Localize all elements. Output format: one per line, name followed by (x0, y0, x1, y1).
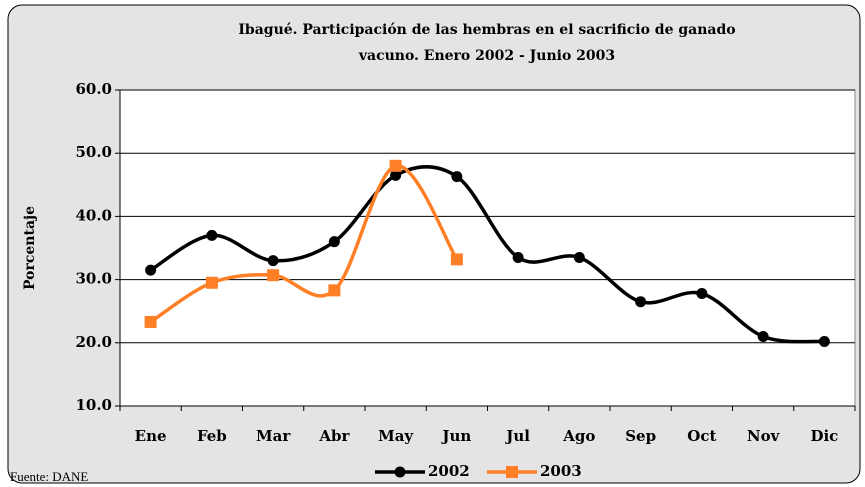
chart-title: Ibagué. Participación de las hembras en … (238, 22, 735, 38)
y-tick-label: 30.0 (75, 270, 112, 288)
x-tick-label: Ene (135, 427, 167, 445)
legend-marker (394, 466, 406, 478)
x-tick-label: Ago (562, 427, 595, 445)
y-tick-label: 60.0 (75, 80, 112, 98)
x-tick-label: Nov (747, 427, 781, 445)
y-tick-label: 50.0 (75, 143, 112, 161)
data-point (389, 159, 402, 172)
data-point (635, 296, 647, 308)
chart-title: vacuno. Enero 2002 - Junio 2003 (358, 48, 615, 64)
data-point (390, 169, 402, 181)
legend-label: 2003 (540, 462, 582, 480)
x-tick-label: Mar (256, 427, 291, 445)
legend-label: 2002 (428, 462, 470, 480)
data-point (757, 330, 769, 342)
y-tick-label: 20.0 (75, 333, 112, 351)
data-point (573, 251, 585, 263)
data-point (205, 276, 218, 289)
plot-area (119, 89, 856, 407)
y-tick-label: 10.0 (75, 396, 112, 414)
data-point (206, 229, 218, 241)
source-note: Fuente: DANE (10, 469, 88, 484)
data-point (328, 236, 340, 248)
x-tick-label: Jul (504, 427, 530, 445)
x-tick-label: Sep (625, 427, 656, 445)
x-tick-label: Dic (810, 427, 838, 445)
data-point (451, 171, 463, 183)
x-tick-label: Feb (197, 427, 227, 445)
legend-marker (506, 466, 518, 478)
data-point (144, 315, 157, 328)
x-tick-label: Oct (687, 427, 716, 445)
data-point (450, 253, 463, 266)
data-point (267, 255, 279, 267)
y-tick-label: 40.0 (75, 206, 112, 224)
data-point (818, 336, 830, 348)
x-tick-label: May (378, 427, 414, 445)
y-axis-label: Porcentaje (22, 206, 38, 290)
data-point (328, 284, 341, 297)
data-point (145, 264, 157, 276)
x-tick-label: Abr (318, 427, 350, 445)
data-point (267, 269, 280, 282)
data-point (512, 251, 524, 263)
x-tick-label: Jun (440, 427, 471, 445)
data-point (696, 288, 708, 300)
